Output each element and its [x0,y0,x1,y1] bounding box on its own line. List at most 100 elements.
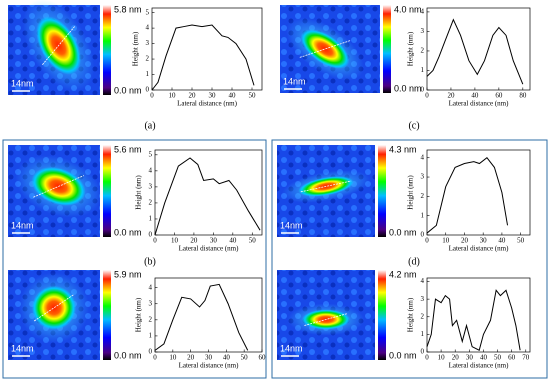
scale-bar-label: 14nm [11,78,34,88]
profile-line [426,289,521,351]
scale-bar-label: 14nm [280,343,303,353]
y-tick-label: 0 [421,231,425,239]
y-tick-label: 0 [146,86,150,94]
scale-bar-label: 14nm [11,220,34,230]
x-tick-label: 0 [153,354,157,362]
x-tick-label: 50 [517,237,525,245]
panel-label: (c) [408,120,419,131]
colorbar-max: 4.3 nm [389,144,417,154]
x-tick-label: 30 [205,354,213,362]
x-tick-label: 50 [249,92,257,100]
colorbar-min: 0.0 nm [389,227,417,237]
x-tick-label: 20 [447,92,455,100]
y-axis-label: Height (nm) [135,297,143,332]
x-tick-label: 10 [169,354,177,362]
panel-box [271,139,548,379]
y-tick-label: 1 [421,330,425,338]
y-tick-label: 0 [149,231,153,239]
profile-trace [300,180,352,193]
y-tick-label: 3 [146,39,150,47]
scale-bar-label: 14nm [280,220,303,230]
profile-trace [33,175,84,198]
colorbar-max: 5.9 nm [114,269,142,279]
y-tick-label: 2 [421,47,425,55]
y-tick-label: 1 [149,332,153,340]
scale-bar-label: 14nm [11,343,34,353]
profile-line [151,24,255,91]
y-tick-label: 4 [146,24,150,32]
x-axis-label: Lateral distance (nm) [449,245,510,253]
x-tick-label: 0 [425,354,429,362]
panel-label: (b) [144,256,156,267]
x-tick-label: 10 [438,354,446,362]
y-tick-label: 1 [149,215,153,223]
x-tick-label: 30 [210,237,218,245]
profile-line [154,157,261,236]
x-tick-label: 20 [452,354,460,362]
y-tick-label: 1 [421,211,425,219]
y-tick-label: 4 [421,153,425,161]
plot-frame [426,7,531,91]
colorbar-min: 0.0 nm [114,350,142,360]
y-tick-label: 0 [421,86,425,94]
x-tick-label: 60 [495,92,503,100]
x-axis-label: Lateral distance (nm) [179,245,240,253]
x-axis-label: Lateral distance (nm) [449,100,510,108]
x-tick-label: 20 [187,354,195,362]
x-tick-label: 40 [223,354,231,362]
y-tick-label: 2 [421,312,425,320]
y-tick-label: 2 [149,199,153,207]
x-tick-label: 30 [466,354,474,362]
y-axis-label: Height (nm) [135,175,143,210]
x-tick-label: 20 [461,237,469,245]
afm-feature [32,285,76,330]
x-tick-label: 60 [508,354,516,362]
x-tick-label: 20 [190,237,198,245]
y-tick-label: 0 [421,348,425,356]
y-tick-label: 5 [149,150,153,158]
x-tick-label: 0 [150,92,154,100]
profile-line [426,157,509,234]
colorbar-max: 4.2 nm [389,269,417,279]
plot-frame [426,277,531,353]
plot-frame [154,149,263,236]
y-axis-label: Height (nm) [407,31,415,66]
profile-trace [42,26,76,65]
colorbar-min: 0.0 nm [394,83,422,93]
x-tick-label: 30 [480,237,488,245]
x-tick-label: 50 [494,354,502,362]
x-tick-label: 80 [519,92,527,100]
scale-bar-label: 14nm [283,76,306,86]
y-tick-label: 0 [149,348,153,356]
colorbar-min: 0.0 nm [389,350,417,360]
y-tick-label: 4 [149,166,153,174]
profile-line [426,18,524,85]
x-tick-label: 30 [209,92,217,100]
panel-box [2,139,267,379]
plot-frame [151,7,263,91]
x-tick-label: 50 [249,237,257,245]
colorbar-min: 0.0 nm [114,85,142,95]
y-tick-label: 2 [421,192,425,200]
x-tick-label: 10 [171,237,179,245]
profile-line [154,283,249,351]
colorbar-max: 5.6 nm [114,144,142,154]
x-tick-label: 40 [229,237,237,245]
plot-frame [154,277,263,353]
y-tick-label: 2 [149,315,153,323]
colorbar [378,270,386,360]
colorbar [103,5,111,95]
y-tick-label: 3 [421,295,425,303]
y-tick-label: 3 [421,27,425,35]
x-tick-label: 10 [169,92,177,100]
y-axis-label: Height (nm) [407,175,415,210]
x-tick-label: 60 [259,354,267,362]
panel-label: (a) [144,120,155,131]
y-tick-label: 3 [421,173,425,181]
profile-trace [304,313,348,326]
panel-label: (d) [408,256,420,267]
x-axis-label: Lateral distance (nm) [449,362,510,370]
x-tick-label: 0 [153,237,157,245]
x-tick-label: 40 [471,92,479,100]
